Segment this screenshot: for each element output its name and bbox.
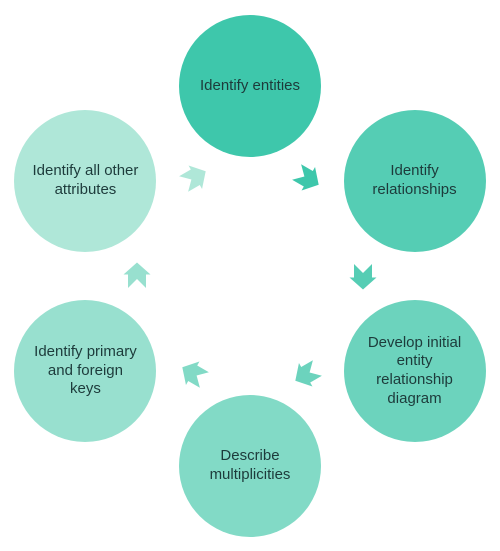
cycle-arrow [286,158,327,199]
cycle-node-label: Describe multiplicities [195,447,305,485]
cycle-node-n0: Identify entities [179,15,321,157]
cycle-node-label: Identify entities [200,77,300,96]
cycle-node-n1: Identify relationships [344,110,486,252]
cycle-node-n5: Identify all other attributes [14,110,156,252]
cycle-node-n4: Identify primary and foreign keys [14,300,156,442]
cycle-arrow [173,158,214,199]
cycle-diagram: Identify entities Identify relationships D… [0,0,500,551]
cycle-arrow [173,353,214,394]
cycle-node-label: Identify relationships [360,162,470,200]
cycle-arrow [348,261,378,291]
cycle-node-label: Identify primary and foreign keys [31,343,141,399]
cycle-node-label: Develop initial entity relationship diag… [360,334,470,409]
cycle-node-label: Identify all other attributes [31,162,141,200]
cycle-node-n3: Describe multiplicities [179,395,321,537]
cycle-arrow [286,353,327,394]
cycle-arrow [122,261,152,291]
cycle-node-n2: Develop initial entity relationship diag… [344,300,486,442]
